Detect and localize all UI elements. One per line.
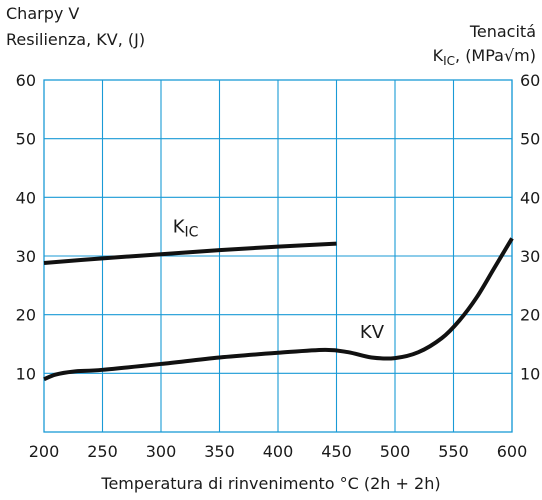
right-y-tick-60: 60 [520,71,540,90]
left-axis-title-line2: Resilienza, KV, (J) [6,30,146,49]
right-axis-title-k: K [432,46,444,65]
series-label-kic: KIC [173,217,199,241]
right-axis-title-sub: IC [443,54,456,69]
right-y-tick-40: 40 [520,188,540,207]
right-y-tick-50: 50 [520,130,540,149]
right-y-tick-20: 20 [520,306,540,325]
right-y-tick-10: 10 [520,364,540,383]
left-y-tick-20: 20 [16,306,36,325]
right-axis-title-unit: , (MPa√m) [455,46,536,65]
series-label-sub: IC [185,225,199,241]
left-axis-title-line1: Charpy V [6,4,80,23]
left-y-tick-30: 30 [16,247,36,266]
x-tick-450: 450 [321,442,352,461]
left-y-tick-50: 50 [16,130,36,149]
x-tick-200: 200 [29,442,60,461]
right-axis-title-line2: KIC, (MPa√m) [433,46,536,68]
x-tick-250: 250 [87,442,118,461]
right-y-tick-labels: 10 20 30 40 50 60 [520,71,540,383]
series-label-main: K [173,217,186,238]
x-tick-400: 400 [263,442,294,461]
left-y-tick-labels: 10 20 30 40 50 60 [16,71,36,383]
x-tick-600: 600 [497,442,528,461]
right-axis-title-line1: Tenacitá [469,22,536,41]
grid-lines [44,80,513,432]
x-tick-300: 300 [146,442,177,461]
x-tick-350: 350 [204,442,235,461]
left-y-tick-10: 10 [16,364,36,383]
series-line-kic [43,241,337,266]
x-tick-550: 550 [438,442,469,461]
series-lines [43,237,514,382]
left-y-tick-60: 60 [16,71,36,90]
series-label-main: KV [360,322,385,343]
x-tick-labels: 200 250 300 350 400 450 500 550 600 [29,442,528,461]
left-y-tick-40: 40 [16,188,36,207]
x-tick-500: 500 [380,442,411,461]
x-axis-title: Temperatura di rinvenimento °C (2h + 2h) [101,474,441,493]
right-y-tick-30: 30 [520,247,540,266]
series-line-kv [43,237,514,382]
series-label-kv: KV [360,322,385,343]
series-labels: KIC KV [173,217,385,344]
